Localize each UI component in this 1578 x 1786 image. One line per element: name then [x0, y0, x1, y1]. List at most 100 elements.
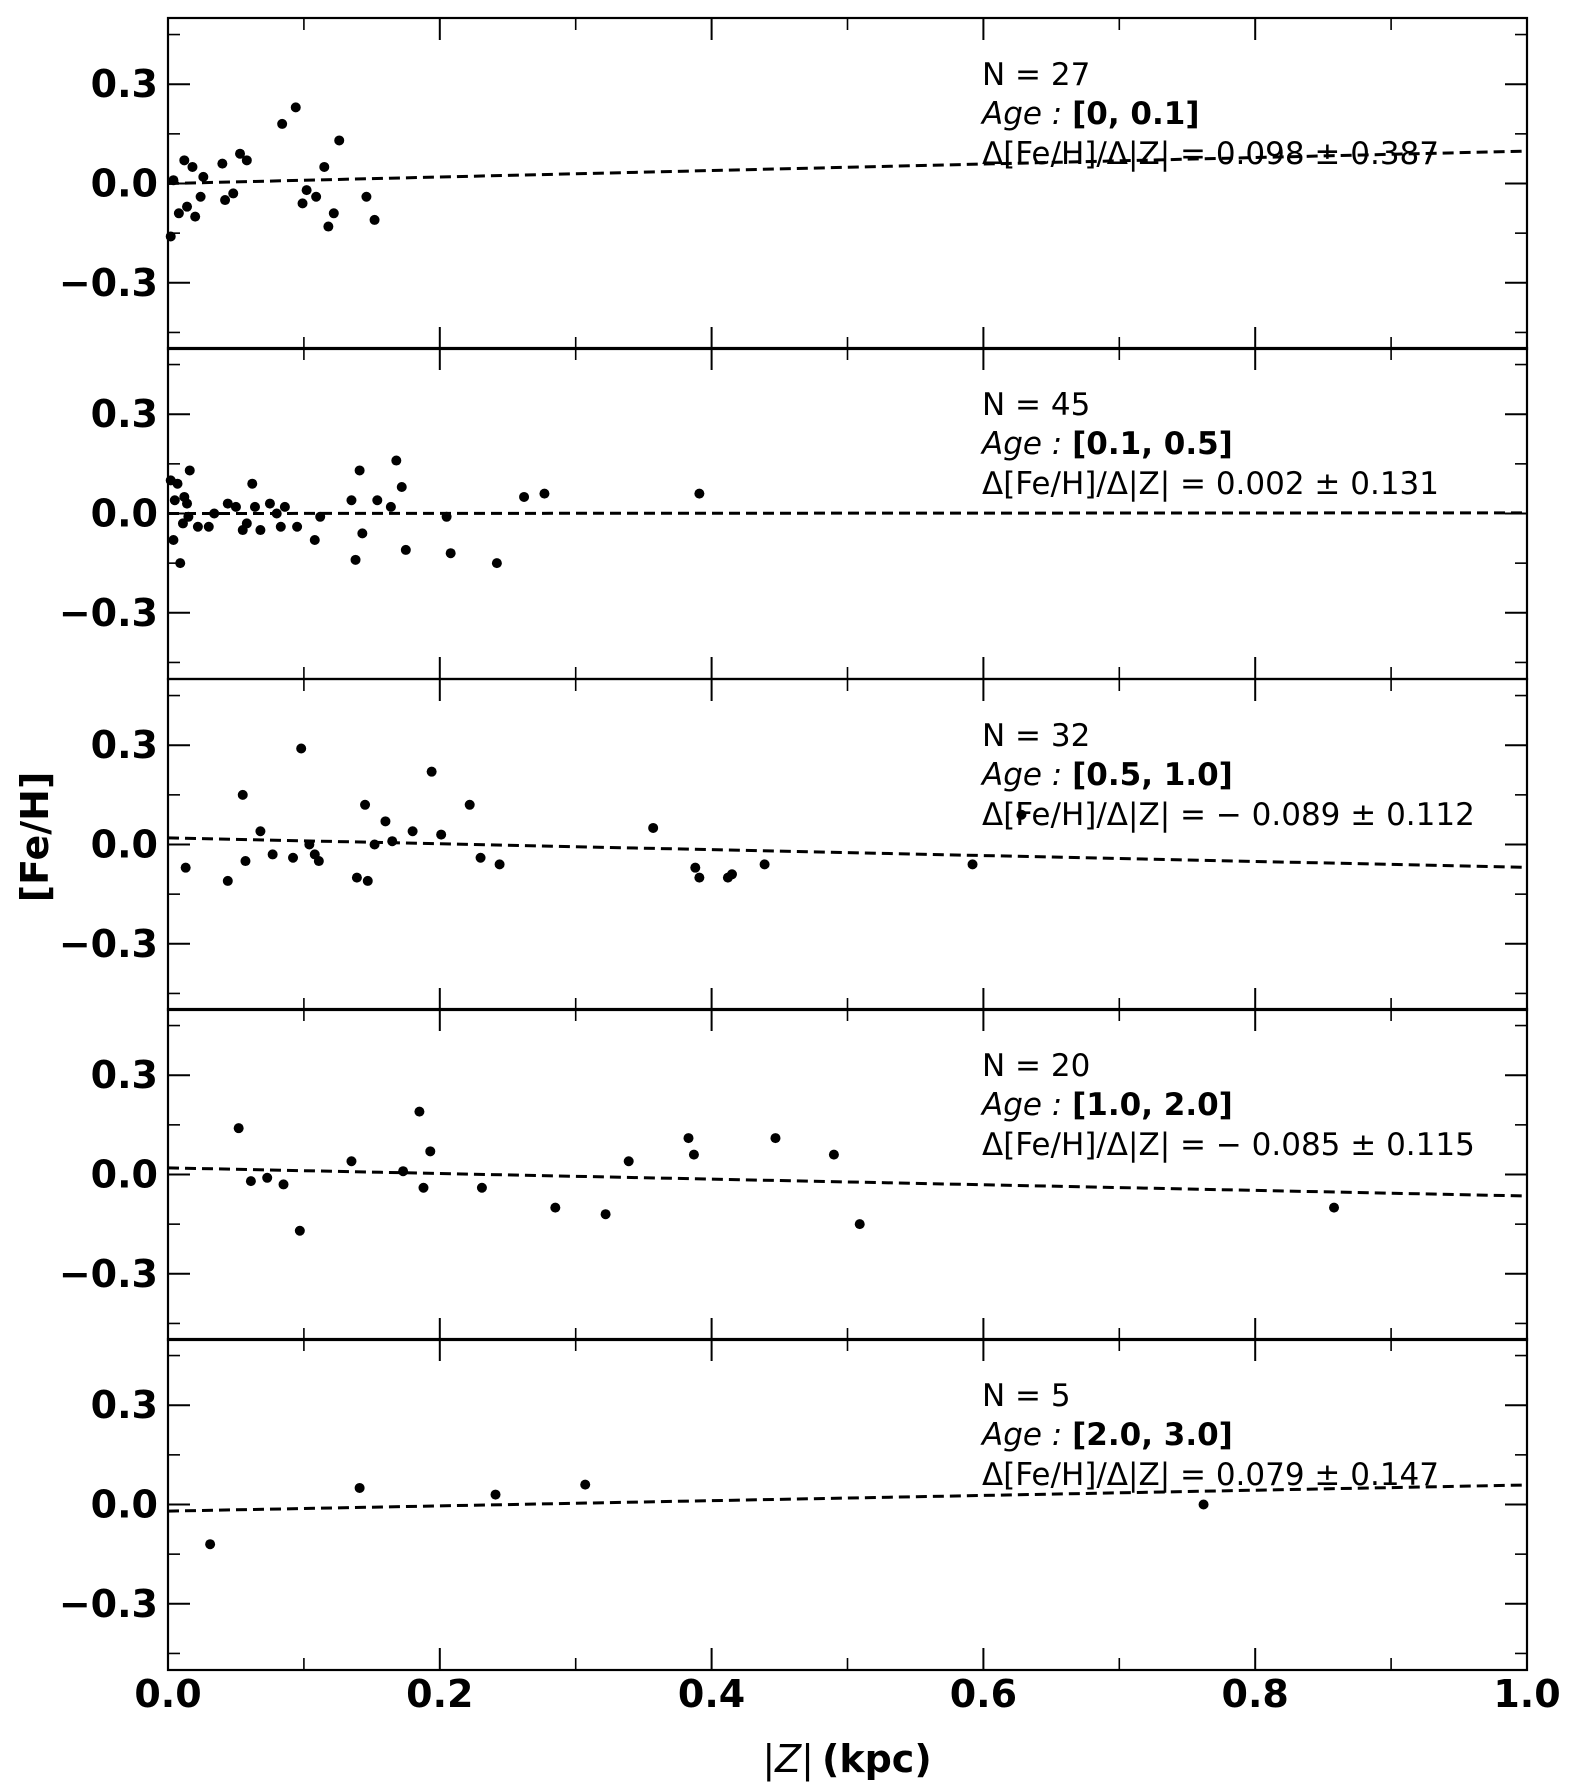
data-point	[387, 836, 398, 847]
data-point	[360, 799, 371, 810]
x-axis-label-symbol: |Z|	[762, 1737, 814, 1782]
gradient-label: Δ[Fe/H]/Δ|Z| = − 0.085 ± 0.115	[982, 1127, 1475, 1163]
gradient-value: 0.002 ± 0.131	[1216, 466, 1439, 502]
age-label: Age : [0.5, 1.0]	[980, 757, 1233, 793]
data-point	[165, 231, 176, 242]
y-tick-label: 0.0	[91, 1483, 158, 1527]
panel-frame	[166, 16, 1529, 351]
gradient-value: − 0.089 ± 0.112	[1216, 797, 1475, 833]
age-range: [0, 0.1]	[1072, 96, 1199, 132]
data-point	[315, 511, 326, 522]
age-range: [2.0, 3.0]	[1072, 1417, 1233, 1453]
data-point	[464, 799, 475, 810]
y-tick-label: 0.3	[91, 62, 158, 106]
gradient-label: Δ[Fe/H]/Δ|Z| = 0.079 ± 0.147	[982, 1457, 1439, 1493]
age-prefix: Age :	[980, 96, 1072, 132]
data-point	[688, 1149, 699, 1160]
data-point	[241, 155, 252, 166]
fit-line	[167, 511, 1528, 515]
data-point	[369, 214, 380, 225]
data-point	[476, 1182, 487, 1193]
y-tick-label: −0.3	[59, 1582, 158, 1626]
data-point	[726, 869, 737, 880]
data-point	[770, 1133, 781, 1144]
data-point	[362, 875, 373, 886]
data-point	[1016, 809, 1027, 820]
y-tick-label: 0.0	[91, 1153, 158, 1197]
data-point	[172, 478, 183, 489]
data-point	[313, 856, 324, 867]
data-point	[304, 839, 315, 850]
data-point	[292, 521, 303, 532]
data-point	[241, 518, 252, 529]
data-point	[230, 501, 241, 512]
y-tick-label: 0.0	[91, 492, 158, 536]
data-point	[168, 175, 179, 186]
data-point	[436, 829, 447, 840]
data-point	[694, 488, 705, 499]
data-point	[854, 1219, 865, 1230]
data-point	[277, 118, 288, 129]
y-tick-label: −0.3	[59, 591, 158, 635]
data-point	[237, 789, 248, 800]
data-point	[209, 508, 220, 519]
data-point	[177, 518, 188, 529]
data-point	[475, 852, 486, 863]
data-point	[1329, 1202, 1340, 1213]
data-point	[334, 135, 345, 146]
data-point	[1198, 1499, 1209, 1510]
data-point	[301, 185, 312, 196]
gradient-label: Δ[Fe/H]/Δ|Z| = 0.098 ± 0.387	[982, 136, 1439, 172]
data-point	[380, 816, 391, 827]
age-label: Age : [0.1, 0.5]	[980, 426, 1233, 462]
data-point	[351, 872, 362, 883]
data-point	[175, 558, 186, 569]
y-tick-label: −0.3	[59, 922, 158, 966]
data-point	[346, 495, 357, 506]
y-tick-label: 0.0	[91, 823, 158, 867]
x-tick-label: 0.4	[678, 1672, 745, 1716]
data-point	[222, 498, 233, 509]
age-prefix: Age :	[980, 426, 1072, 462]
data-point	[311, 191, 322, 202]
data-point	[249, 501, 260, 512]
data-point	[168, 534, 179, 545]
data-point	[183, 511, 194, 522]
fit-line	[167, 149, 1528, 185]
data-point	[262, 1172, 273, 1183]
data-point	[372, 495, 383, 506]
age-range: [0.5, 1.0]	[1072, 757, 1233, 793]
data-point	[967, 859, 978, 870]
y-tick-label: 0.3	[91, 1053, 158, 1097]
data-point	[319, 161, 330, 172]
age-prefix: Age :	[980, 1087, 1072, 1123]
gradient-value: 0.079 ± 0.147	[1216, 1457, 1439, 1493]
data-point	[491, 558, 502, 569]
data-point	[600, 1209, 611, 1220]
gradient-prefix: Δ[Fe/H]/Δ|Z| =	[982, 136, 1216, 172]
data-point	[623, 1156, 634, 1167]
x-tick-label: 0.6	[950, 1672, 1017, 1716]
data-point	[255, 826, 266, 837]
data-point	[228, 188, 239, 199]
data-point	[354, 1482, 365, 1493]
data-point	[683, 1133, 694, 1144]
data-point	[184, 465, 195, 476]
data-point	[418, 1182, 429, 1193]
panel-frame	[166, 346, 1529, 681]
data-point	[217, 158, 228, 169]
data-point	[490, 1489, 501, 1500]
data-point	[425, 1146, 436, 1157]
data-point	[240, 856, 251, 867]
data-point	[290, 102, 301, 113]
data-point	[169, 495, 180, 506]
data-point	[247, 478, 258, 489]
data-point	[195, 191, 206, 202]
gradient-value: 0.098 ± 0.387	[1216, 136, 1439, 172]
fit-line	[167, 1166, 1528, 1198]
data-point	[580, 1479, 591, 1490]
